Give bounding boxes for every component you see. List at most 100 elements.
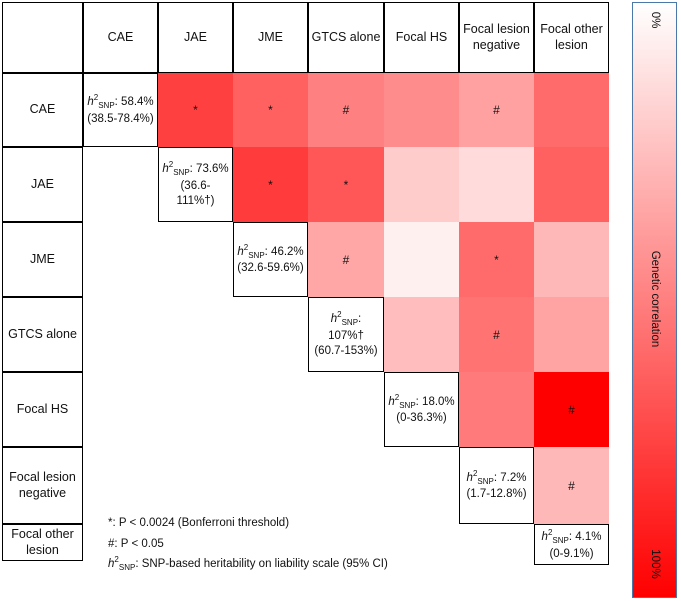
col-label: Focal HS	[384, 2, 459, 73]
heritability-text: h2SNP: 18.0% (0-36.3%)	[388, 393, 455, 426]
col-label: GTCS alone	[308, 2, 384, 73]
correlation-cell: #	[459, 73, 534, 147]
significance-mark: #	[493, 327, 500, 342]
footnote-h2-text: : SNP-based heritability on liability sc…	[135, 557, 388, 570]
row-label: GTCS alone	[2, 297, 83, 372]
col-label: JME	[233, 2, 308, 73]
h2-sub: SNP	[399, 400, 416, 410]
heritability-cell: h2SNP: 18.0% (0-36.3%)	[384, 372, 459, 447]
correlation-cell: #	[308, 73, 384, 147]
heritability-text: h2SNP: 107%† (60.7-153%)	[312, 310, 380, 358]
colorbar	[632, 2, 677, 598]
h2-sup: 2	[93, 93, 99, 103]
col-label: CAE	[83, 2, 158, 73]
col-label: Focal other lesion	[534, 2, 609, 73]
heritability-cell: h2SNP: 73.6% (36.6-111%†)	[158, 147, 233, 222]
h2-sup: 2	[394, 392, 400, 402]
h2-sup: 2	[472, 468, 478, 478]
correlation-cell	[534, 73, 609, 147]
correlation-cell: *	[158, 73, 233, 147]
significance-mark: #	[568, 402, 575, 417]
row-label: Focal HS	[2, 372, 83, 447]
h2-symbol: h	[237, 245, 244, 258]
heritability-value: : 73.6% (36.6-111%†)	[176, 163, 229, 207]
heritability-text: h2SNP: 4.1% (0-9.1%)	[538, 528, 605, 561]
h2-sub: SNP	[477, 476, 494, 486]
significance-mark: #	[493, 103, 500, 117]
significance-mark: *	[343, 177, 349, 192]
heritability-cell: h2SNP: 7.2% (1.7-12.8%)	[459, 447, 534, 524]
correlation-cell	[384, 73, 459, 147]
heritability-value: : 18.0% (0-36.3%)	[396, 395, 455, 425]
h2-sub: SNP	[173, 168, 190, 178]
correlation-cell: *	[233, 73, 308, 147]
h2-symbol: h	[87, 96, 94, 109]
correlation-cell	[384, 147, 459, 222]
significance-mark: *	[494, 252, 499, 267]
heritability-text: h2SNP: 73.6% (36.6-111%†)	[162, 160, 229, 208]
colorbar-min-label: 0%	[649, 11, 661, 29]
footnote-h2-sup: 2	[114, 555, 119, 564]
correlation-cell	[459, 147, 534, 222]
significance-mark: *	[193, 103, 198, 117]
correlation-cell: #	[459, 297, 534, 372]
correlation-cell: #	[534, 447, 609, 524]
h2-sup: 2	[337, 310, 342, 320]
correlation-cell	[534, 147, 609, 222]
h2-sub: SNP	[341, 318, 359, 328]
row-label: Focal other lesion	[2, 524, 83, 562]
footnote-hash: #: P < 0.05	[108, 537, 164, 552]
correlation-cell	[459, 372, 534, 447]
correlation-cell: *	[308, 147, 384, 222]
h2-sup: 2	[243, 242, 249, 252]
corner-cell	[2, 2, 83, 73]
colorbar-title: Genetic correlation	[649, 250, 661, 348]
heritability-text: h2SNP: 46.2% (32.6-59.6%)	[237, 243, 304, 276]
footnote-h2-symbol: h	[108, 557, 115, 570]
footnote-star-text: : P < 0.0024 (Bonferroni threshold)	[112, 517, 290, 529]
heritability-cell: h2SNP: 58.4% (38.5-78.4%)	[83, 73, 158, 147]
heritability-value: : 58.4% (38.5-78.4%)	[87, 96, 154, 125]
h2-symbol: h	[388, 395, 395, 408]
footnote-h2-sub: SNP	[118, 563, 136, 573]
col-label: Focal lesion negative	[459, 2, 534, 73]
heritability-value: : 107%† (60.7-153%)	[314, 313, 378, 357]
heritability-cell: h2SNP: 107%† (60.7-153%)	[308, 297, 384, 372]
significance-mark: #	[342, 252, 350, 267]
h2-sub: SNP	[98, 101, 115, 111]
correlation-cell: #	[308, 222, 384, 297]
correlation-cell: #	[534, 372, 609, 447]
heritability-text: h2SNP: 7.2% (1.7-12.8%)	[463, 469, 530, 502]
correlation-cell	[384, 297, 459, 372]
correlation-cell	[534, 297, 609, 372]
footnote-star-symbol: *	[108, 517, 113, 529]
correlation-cell	[534, 222, 609, 297]
h2-sup: 2	[547, 528, 553, 537]
row-label: CAE	[2, 73, 83, 147]
row-label: JME	[2, 222, 83, 297]
col-label: JAE	[158, 2, 233, 73]
heritability-value: : 46.2% (32.6-59.6%)	[237, 245, 304, 275]
footnote-h2: h2SNP: SNP-based heritability on liabili…	[108, 555, 388, 574]
significance-mark: #	[342, 103, 350, 117]
heritability-text: h2SNP: 58.4% (38.5-78.4%)	[87, 93, 154, 126]
correlation-cell: *	[459, 222, 534, 297]
h2-sub: SNP	[248, 250, 265, 260]
significance-mark: *	[268, 103, 273, 117]
correlation-cell: *	[233, 147, 308, 222]
h2-sub: SNP	[552, 536, 569, 546]
colorbar-max-label: 100%	[649, 549, 661, 579]
correlation-cell	[384, 222, 459, 297]
footnote-star: *: P < 0.0024 (Bonferroni threshold)	[108, 516, 289, 531]
footnote-hash-symbol: #	[108, 538, 115, 550]
heritability-value: : 7.2% (1.7-12.8%)	[466, 471, 527, 501]
footnote-hash-text: : P < 0.05	[114, 538, 164, 550]
h2-symbol: h	[466, 471, 473, 484]
row-label: JAE	[2, 147, 83, 222]
h2-symbol: h	[541, 530, 548, 543]
heritability-value: : 4.1% (0-9.1%)	[549, 530, 602, 560]
h2-symbol: h	[162, 163, 169, 176]
heritability-cell: h2SNP: 4.1% (0-9.1%)	[534, 524, 609, 566]
h2-symbol: h	[330, 313, 338, 326]
significance-mark: *	[268, 177, 273, 192]
